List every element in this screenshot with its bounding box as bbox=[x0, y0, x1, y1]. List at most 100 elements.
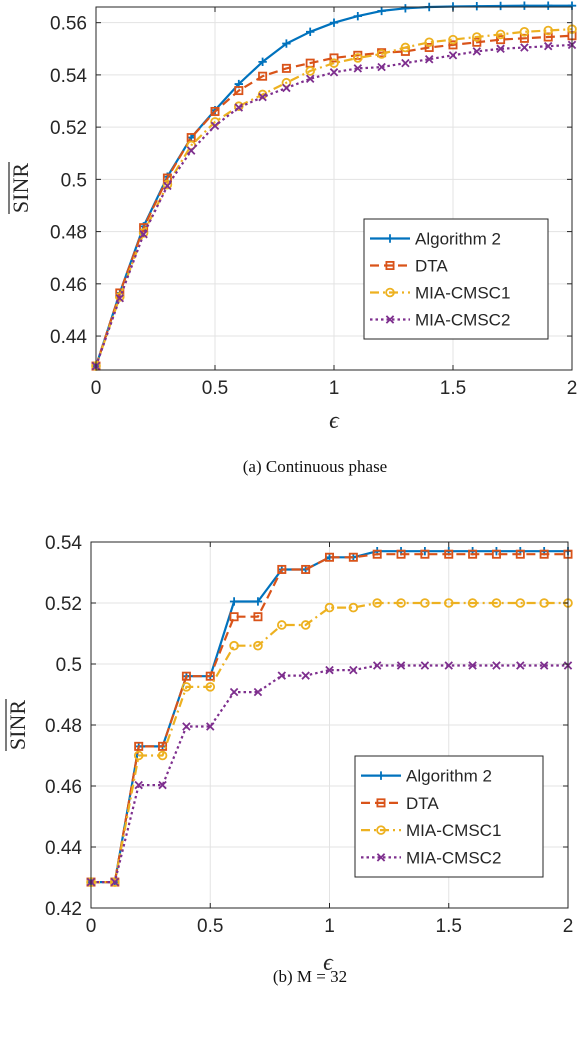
data-point bbox=[491, 549, 501, 559]
y-tick-label: 0.54 bbox=[45, 533, 82, 554]
data-point bbox=[181, 671, 191, 681]
x-tick-label: 2 bbox=[563, 916, 574, 937]
data-point bbox=[444, 549, 454, 559]
x-tick-label: 2 bbox=[567, 378, 578, 399]
data-point bbox=[229, 612, 239, 622]
y-tick-label: 0.52 bbox=[45, 594, 82, 615]
data-point bbox=[229, 687, 239, 697]
y-axis-label: SINR bbox=[8, 163, 33, 213]
data-point bbox=[543, 25, 553, 36]
data-point bbox=[348, 552, 358, 562]
data-point bbox=[516, 661, 525, 670]
x-tick-label: 0.5 bbox=[197, 916, 223, 937]
y-axis-label-group: SINR bbox=[5, 699, 30, 751]
data-point bbox=[277, 671, 287, 680]
data-point bbox=[396, 661, 406, 670]
legend-label-3: MIA-CMSC2 bbox=[415, 311, 510, 330]
data-point bbox=[468, 661, 477, 670]
data-point bbox=[467, 598, 478, 608]
y-tick-label: 0.44 bbox=[50, 327, 87, 348]
data-point bbox=[157, 750, 168, 761]
data-point bbox=[420, 598, 430, 608]
legend: Algorithm 2 DTA MIA-CMSC1 MIA-CMSC2 bbox=[363, 218, 549, 340]
data-point bbox=[163, 181, 172, 191]
data-point bbox=[229, 640, 239, 651]
data-point bbox=[543, 41, 553, 51]
x-axis-label: ϵ bbox=[323, 950, 334, 976]
legend-label-0: Algorithm 2 bbox=[415, 230, 501, 249]
data-point bbox=[258, 71, 268, 81]
data-point bbox=[277, 564, 287, 574]
data-point bbox=[420, 661, 430, 670]
data-point bbox=[377, 62, 386, 72]
chart-panel-a: 0 0.5 1 1.5 2 0.44 0.46 0.48 0.5 0.52 0.54 0.56 ϵ SIN… bbox=[8, 1, 577, 434]
data-point bbox=[282, 39, 291, 48]
data-point bbox=[234, 86, 244, 96]
data-point bbox=[348, 602, 359, 613]
legend-label-0: Algorithm 2 bbox=[406, 767, 492, 786]
data-point bbox=[519, 27, 530, 37]
data-point bbox=[376, 49, 387, 59]
data-point bbox=[539, 549, 549, 559]
data-point bbox=[472, 2, 481, 11]
data-point bbox=[133, 750, 144, 761]
data-point bbox=[301, 671, 310, 680]
data-point bbox=[372, 598, 383, 608]
data-point bbox=[258, 57, 267, 67]
data-point bbox=[301, 564, 311, 574]
data-point bbox=[491, 598, 502, 608]
data-point bbox=[205, 671, 215, 681]
data-point bbox=[372, 549, 382, 559]
data-point bbox=[253, 640, 263, 651]
legend-label-2: MIA-CMSC1 bbox=[406, 821, 501, 840]
y-tick-label: 0.5 bbox=[56, 655, 82, 676]
x-tick-label: 1.5 bbox=[436, 916, 462, 937]
legend-label-3: MIA-CMSC2 bbox=[406, 848, 501, 867]
data-point bbox=[424, 54, 434, 64]
y-tick-label: 0.46 bbox=[50, 275, 87, 296]
data-point bbox=[186, 146, 196, 155]
data-point bbox=[520, 1, 529, 10]
data-point bbox=[134, 741, 144, 751]
x-tick-label: 0 bbox=[91, 378, 102, 399]
data-point bbox=[352, 53, 363, 63]
data-point bbox=[377, 6, 386, 16]
data-point bbox=[396, 598, 406, 608]
legend-marker-3 bbox=[385, 315, 395, 324]
y-tick-label: 0.46 bbox=[45, 777, 82, 798]
chart-panel-b: 0 0.5 1 1.5 2 0.42 0.44 0.46 0.48 0.5 0.52 0.54 ϵ SIN… bbox=[5, 533, 573, 976]
data-point bbox=[306, 27, 315, 37]
y-tick-label: 0.48 bbox=[45, 716, 82, 737]
data-point bbox=[329, 68, 339, 77]
x-tick-label: 1 bbox=[324, 916, 335, 937]
x-tick-label: 0 bbox=[86, 916, 97, 937]
x-tick-label: 0.5 bbox=[202, 378, 228, 399]
data-point bbox=[443, 598, 454, 608]
data-point bbox=[471, 32, 482, 42]
data-point bbox=[401, 4, 410, 13]
data-point bbox=[300, 620, 311, 630]
x-axis-label: ϵ bbox=[329, 408, 340, 434]
caption-b: (b) M = 32 bbox=[273, 967, 347, 986]
data-point bbox=[234, 101, 244, 112]
data-point bbox=[353, 64, 363, 73]
legend-marker-1 bbox=[376, 798, 386, 808]
y-tick-label: 0.48 bbox=[50, 223, 87, 244]
data-point bbox=[229, 597, 239, 606]
data-point bbox=[515, 549, 525, 559]
data-point bbox=[496, 1, 505, 11]
legend-label-2: MIA-CMSC1 bbox=[415, 284, 510, 303]
data-point bbox=[448, 34, 458, 45]
data-point bbox=[329, 18, 339, 27]
y-tick-label: 0.42 bbox=[45, 899, 82, 920]
data-point bbox=[519, 33, 529, 43]
data-point bbox=[305, 66, 316, 76]
x-tick-label: 1.5 bbox=[440, 378, 466, 399]
data-point bbox=[210, 121, 220, 131]
series-line-1 bbox=[94, 34, 573, 367]
legend-marker-2 bbox=[376, 825, 386, 835]
y-tick-label: 0.52 bbox=[50, 118, 87, 139]
data-point bbox=[472, 37, 482, 47]
data-point bbox=[139, 229, 148, 239]
